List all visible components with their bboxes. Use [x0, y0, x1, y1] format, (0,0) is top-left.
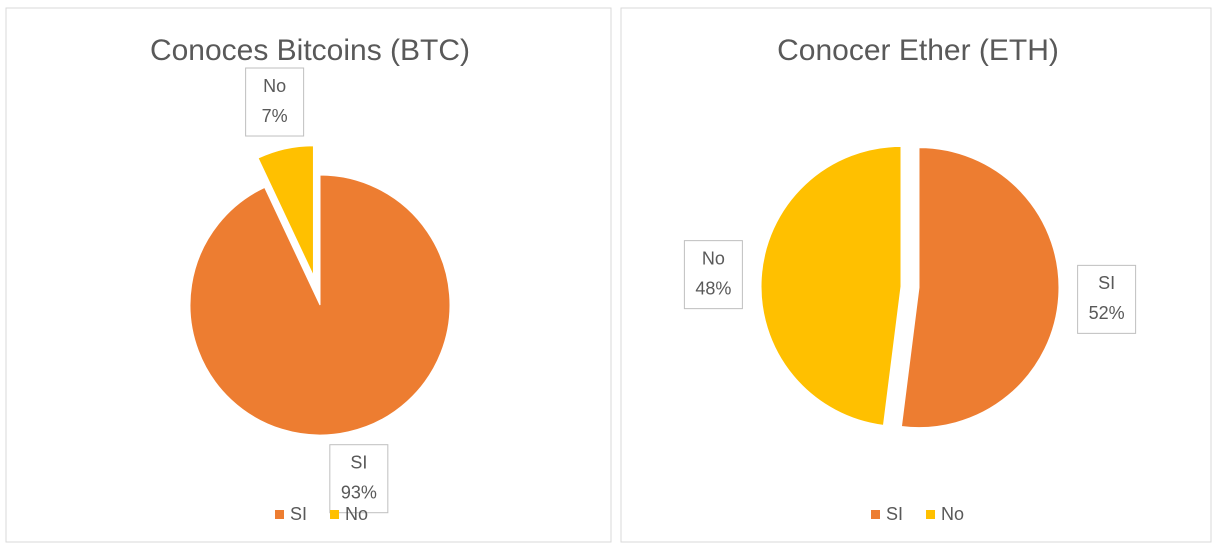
pie-slice	[257, 145, 314, 276]
data-label-name: No	[263, 76, 286, 96]
pie-slice	[189, 174, 451, 436]
legend-label: No	[345, 504, 368, 524]
data-label-value: 93%	[341, 482, 377, 502]
data-label-name: No	[702, 248, 725, 268]
chart-title: Conocer Ether (ETH)	[777, 34, 1059, 67]
legend-swatch	[275, 510, 284, 519]
data-label-name: SI	[350, 452, 367, 472]
chart-title: Conoces Bitcoins (BTC)	[150, 34, 470, 67]
data-label-value: 48%	[695, 278, 731, 298]
data-label-name: SI	[1098, 273, 1115, 293]
legend-swatch	[871, 510, 880, 519]
data-label-box	[329, 444, 389, 514]
data-label-box	[245, 67, 305, 137]
pie-slice	[760, 145, 902, 426]
data-label-box	[683, 240, 743, 310]
data-label-value: 7%	[262, 106, 288, 126]
chart-frame	[5, 7, 612, 543]
legend-label: SI	[290, 504, 307, 524]
legend-swatch	[330, 510, 340, 519]
legend-label: No	[941, 504, 964, 524]
data-label-box	[1077, 264, 1137, 334]
data-label-value: 52%	[1089, 303, 1125, 323]
pie-slice	[900, 147, 1060, 429]
legend-swatch	[926, 510, 936, 519]
legend-label: SI	[886, 504, 903, 524]
